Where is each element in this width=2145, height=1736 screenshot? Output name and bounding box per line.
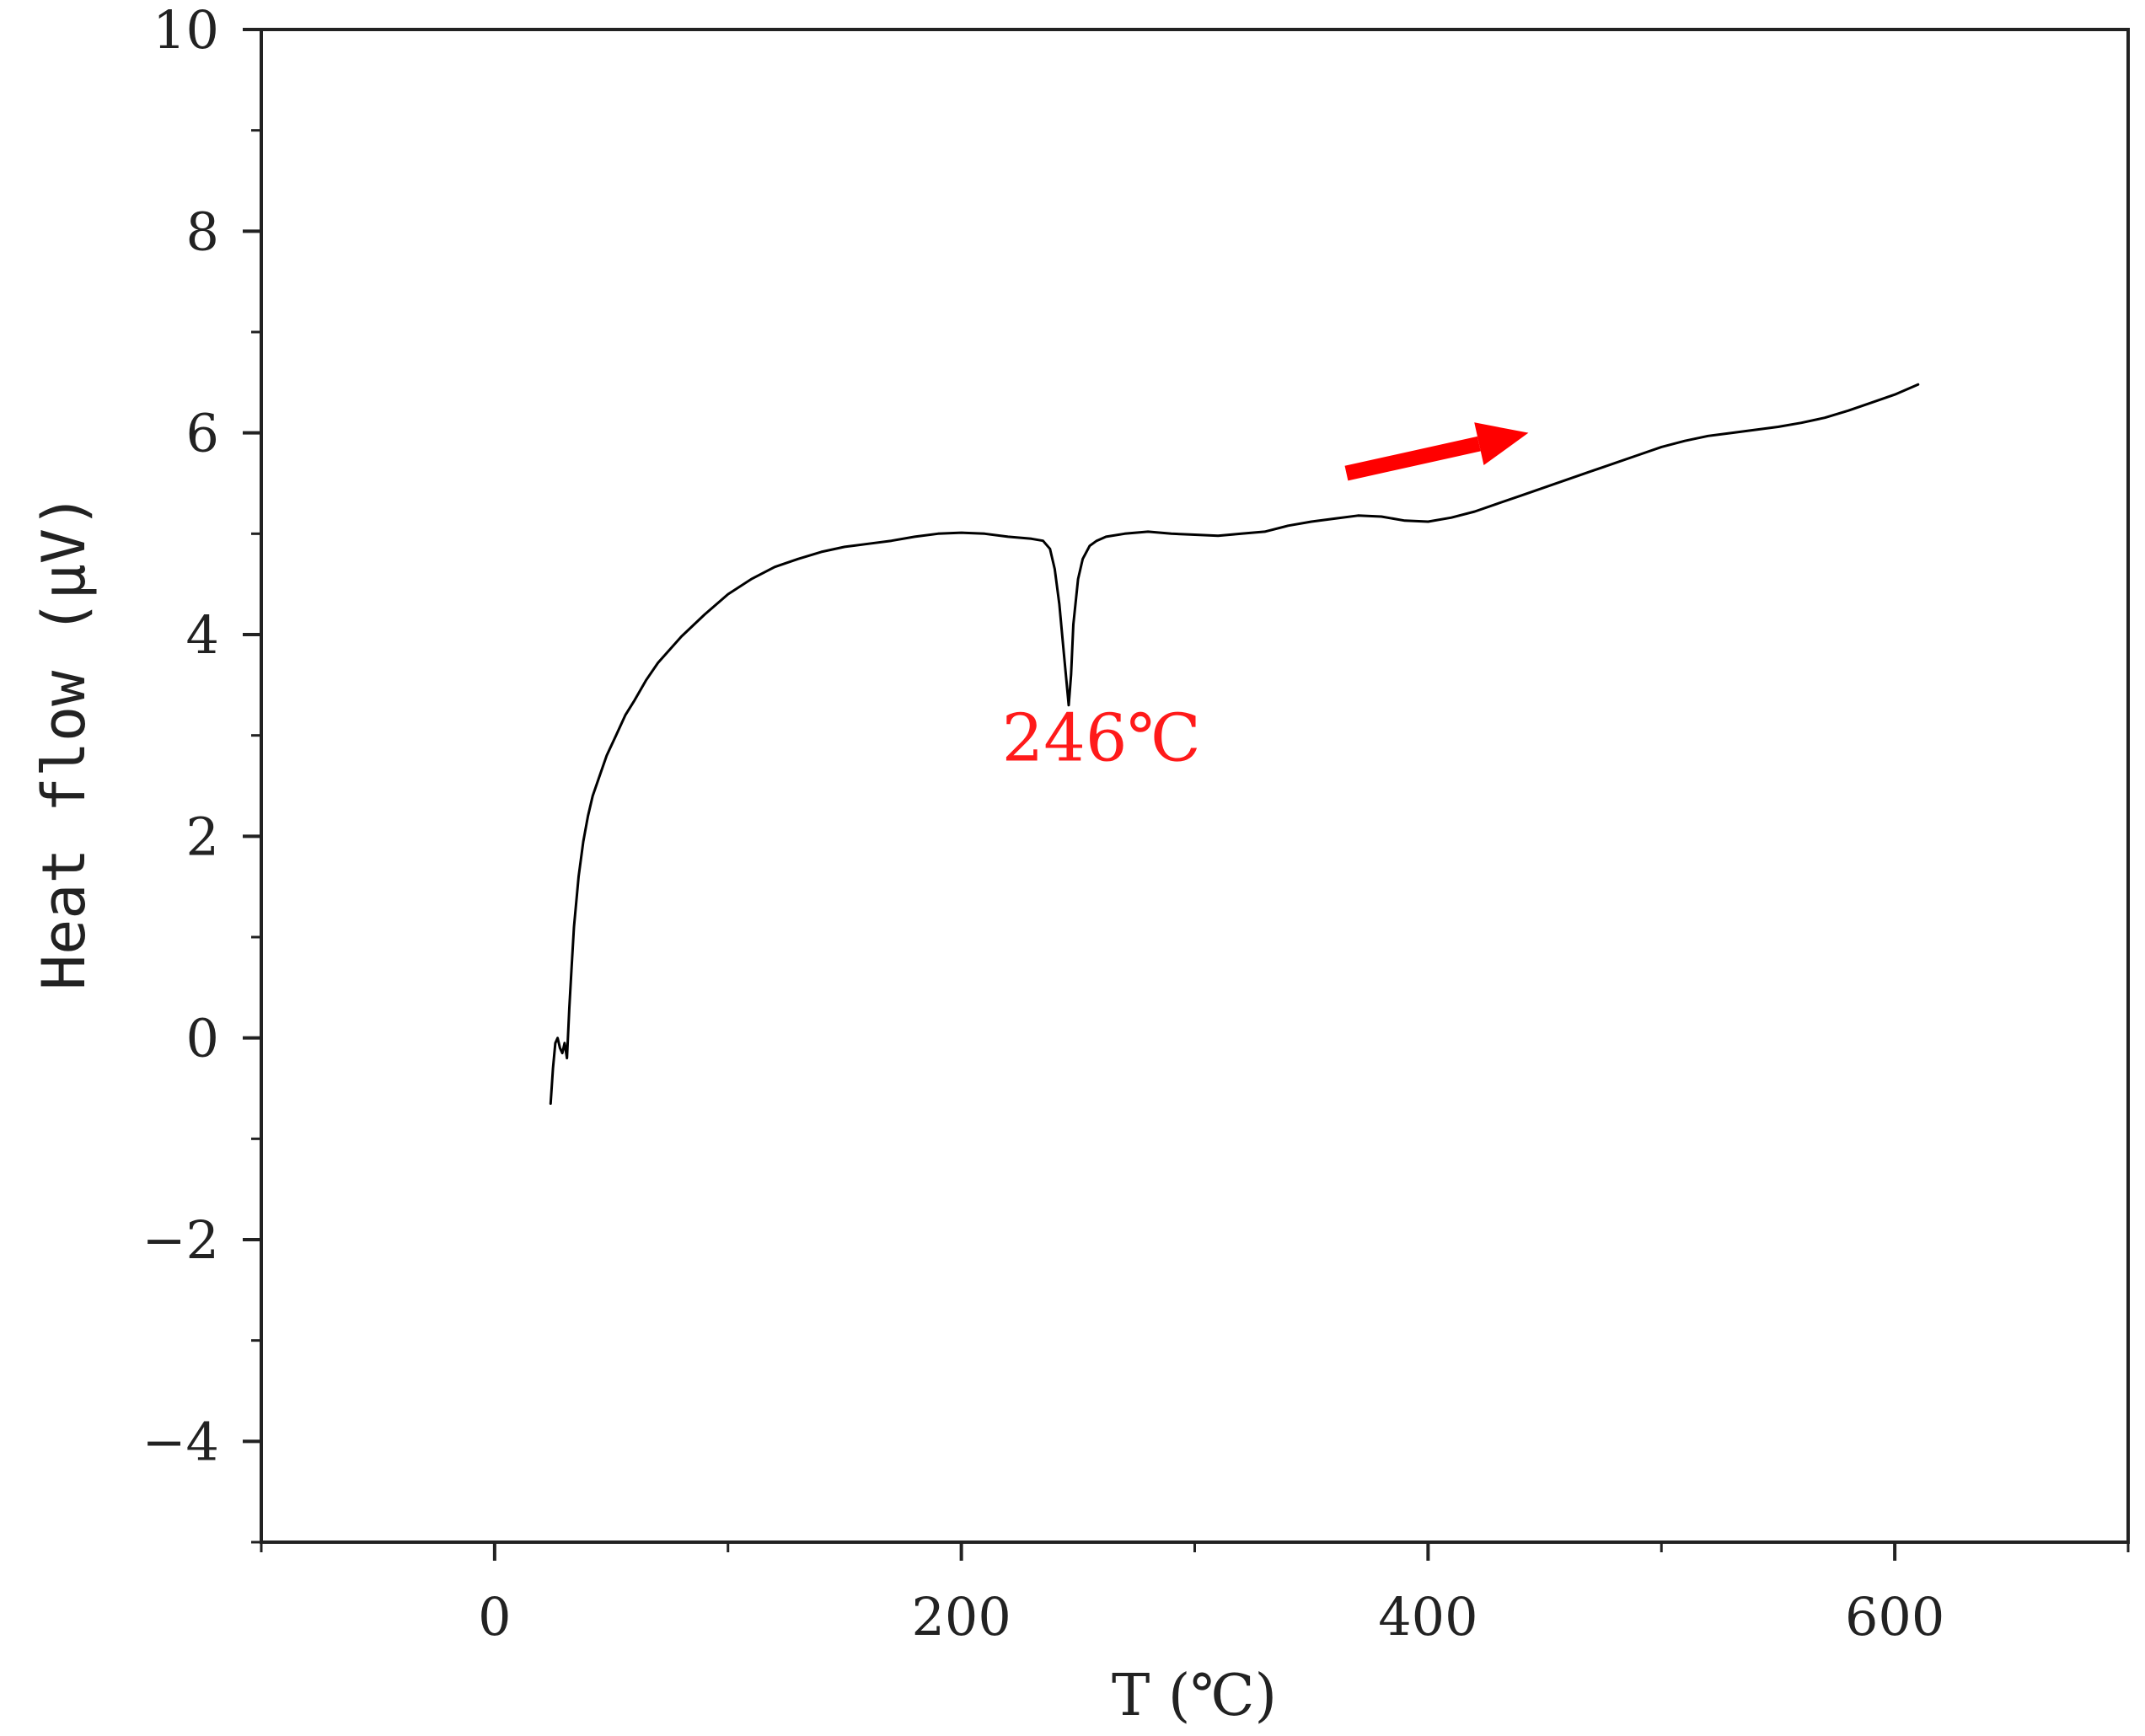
annotation-arrow-shaft xyxy=(1344,436,1481,481)
x-axis-ticks: 0 200 400 600 xyxy=(260,1542,2130,1648)
y-axis-ticks: −4 −2 0 2 4 6 8 10 xyxy=(142,0,261,1544)
y-tick-label: 6 xyxy=(186,403,219,464)
y-tick-label: −2 xyxy=(142,1209,219,1271)
annotation-layer: 246℃ xyxy=(1002,422,1529,777)
x-tick-label: 600 xyxy=(1845,1586,1944,1648)
peak-annotation-label: 246℃ xyxy=(1002,701,1201,777)
series-line xyxy=(549,383,1920,1105)
y-tick-label: 8 xyxy=(186,201,219,262)
annotation-arrow-head xyxy=(1474,422,1529,466)
y-tick-label: 0 xyxy=(186,1008,219,1069)
x-axis-label: T (℃) xyxy=(1112,1663,1277,1729)
y-tick-label: 2 xyxy=(186,806,219,867)
plot-frame xyxy=(260,28,2130,1544)
x-tick-label: 0 xyxy=(478,1586,511,1648)
y-tick-label: −4 xyxy=(142,1411,219,1472)
y-axis-label: Heat flow (μV) xyxy=(29,493,99,990)
y-tick-label: 10 xyxy=(153,0,219,61)
x-tick-label: 200 xyxy=(911,1586,1011,1648)
x-tick-label: 400 xyxy=(1378,1586,1477,1648)
y-tick-label: 4 xyxy=(186,604,219,666)
series-layer xyxy=(549,383,1920,1105)
